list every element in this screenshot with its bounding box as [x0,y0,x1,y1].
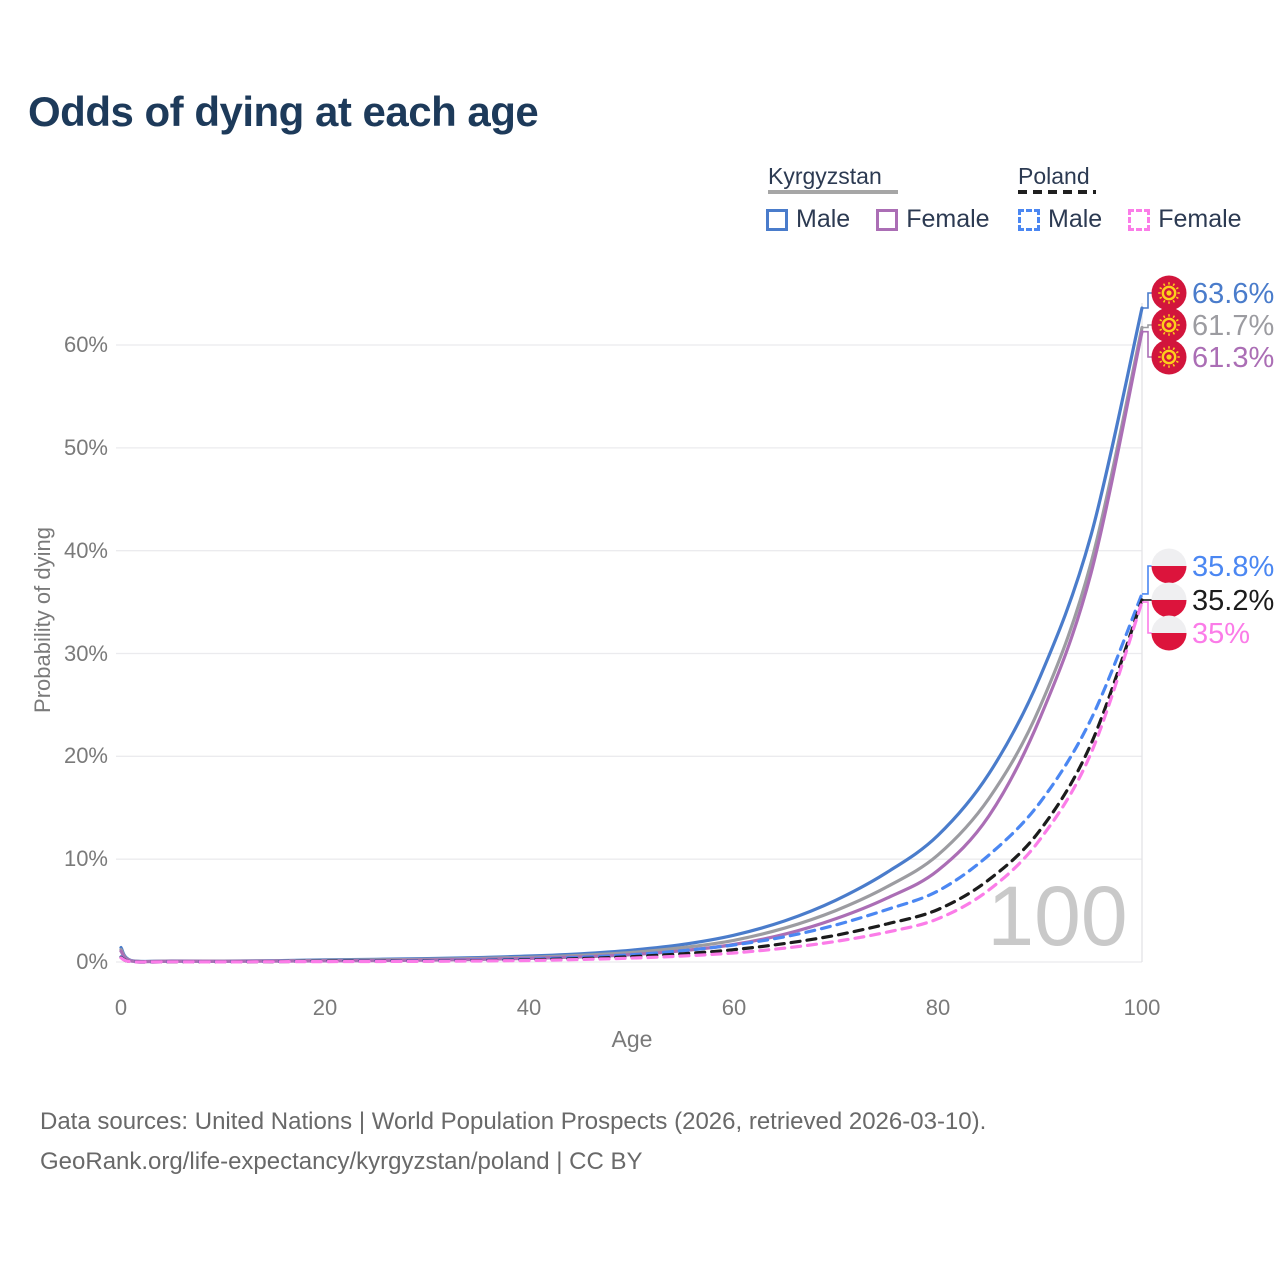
legend-swatch-kyrgyzstan-male[interactable] [766,208,788,231]
legend-group-kyrgyzstan[interactable]: Kyrgyzstan [768,163,882,189]
legend-swatch-poland-female[interactable] [1128,208,1151,231]
y-tick-30: 30% [63,641,108,666]
end-label-connector [1142,565,1152,595]
end-label-kyrgyzstan-male[interactable]: 63.6% [1192,278,1274,310]
legend-label-poland-female[interactable]: Female [1158,205,1242,233]
end-label-poland-male[interactable]: 35.8% [1192,551,1274,583]
kyrgyzstan-flag-icon [1151,307,1187,343]
line-kyrgyzstan-both-sexes[interactable] [119,325,1144,964]
end-label-connector [1142,292,1152,309]
legend-label-poland-male[interactable]: Male [1048,205,1103,233]
poland-flag-icon [1151,615,1187,651]
y-tick-10: 10% [63,846,108,871]
line-poland-both-sexes[interactable] [119,598,1144,964]
kyrgyzstan-flag-icon [1151,275,1187,311]
hover-age-watermark: 100 [987,869,1128,963]
legend-row-kyrgyzstan: Male Female [766,205,1008,234]
page-title: Odds of dying at each age [28,88,539,135]
end-label-connector [1142,330,1152,358]
x-tick-60: 60 [721,995,747,1020]
line-poland-female[interactable] [119,600,1144,964]
y-tick-50: 50% [63,435,108,460]
x-tick-40: 40 [516,995,542,1020]
y-tick-20: 20% [63,743,108,768]
legend-label-kyrgyzstan-male[interactable]: Male [796,205,851,233]
legend-underline-poland [1018,190,1096,194]
legend-swatch-poland-male[interactable] [1018,208,1040,231]
x-tick-100: 100 [1123,995,1161,1020]
footer-attribution[interactable]: GeoRank.org/life-expectancy/kyrgyzstan/p… [40,1148,643,1175]
y-tick-0: 0% [76,949,108,974]
poland-flag-icon [1151,548,1187,584]
end-label-connector [1142,324,1152,329]
legend-row-poland: Male Female [1018,205,1260,234]
end-label-poland-both-sexes[interactable]: 35.2% [1192,585,1274,617]
x-tick-20: 20 [312,995,338,1020]
end-label-kyrgyzstan-female[interactable]: 61.3% [1192,342,1274,374]
x-axis-title: Age [611,1026,653,1052]
line-poland-male[interactable] [119,592,1144,964]
legend-underline-kyrgyzstan [768,190,898,194]
y-tick-40: 40% [63,538,108,563]
end-label-kyrgyzstan-both-sexes[interactable]: 61.7% [1192,310,1274,342]
x-tick-0: 0 [114,995,128,1020]
end-label-connector [1142,601,1152,634]
poland-flag-icon [1151,582,1187,618]
line-kyrgyzstan-male[interactable] [119,306,1144,964]
legend-label-kyrgyzstan-female[interactable]: Female [906,205,990,233]
x-tick-80: 80 [925,995,951,1020]
y-tick-60: 60% [63,332,108,357]
legend-swatch-kyrgyzstan-female[interactable] [876,208,899,231]
end-label-poland-female[interactable]: 35% [1192,618,1250,650]
kyrgyzstan-flag-icon [1151,339,1187,375]
legend-group-poland[interactable]: Poland [1018,163,1090,189]
footer-data-sources: Data sources: United Nations | World Pop… [40,1108,987,1135]
line-kyrgyzstan-female[interactable] [119,330,1144,964]
